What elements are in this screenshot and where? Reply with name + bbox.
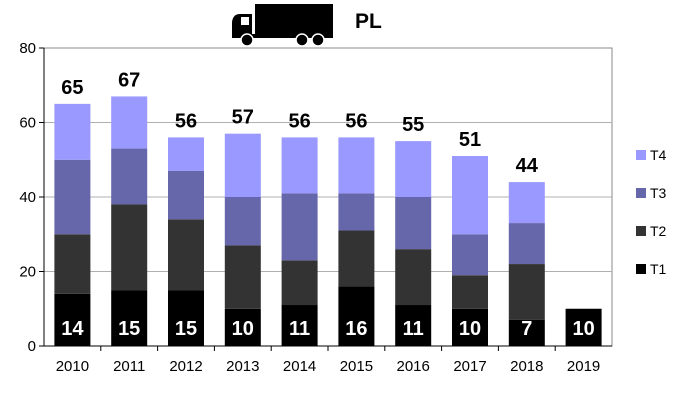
y-tick-label: 0 [28,338,36,355]
legend-swatch-t2 [636,226,646,236]
total-label: 57 [232,107,254,129]
bar-segment-t4 [452,156,488,235]
segment-label-t1: 15 [175,318,197,340]
segment-label-t1: 11 [403,318,424,340]
bar-segment-t2 [168,219,204,291]
y-tick-label: 40 [19,189,36,206]
bar-segment-t3 [281,193,318,261]
bar-segment-t1 [565,308,602,346]
bar-segment-t2 [338,230,375,287]
segment-label-t1: 7 [521,318,532,340]
total-label: 65 [61,77,83,99]
bar-segment-t4 [224,133,261,197]
segment-label-t1: 11 [289,318,310,340]
bar-segment-t2 [224,245,261,309]
bar-segment-t2 [281,260,318,306]
bar-segment-t4 [395,141,432,197]
bar-segment-t4 [281,137,318,194]
total-label: 56 [288,110,310,132]
bar-segment-t1 [54,293,91,346]
bar-segment-t1 [338,286,375,346]
total-label: 67 [118,69,140,91]
segment-label-t1: 16 [345,318,367,340]
bar-segment-t1 [111,290,148,346]
bar-segment-t1 [395,305,432,346]
segment-label-t1: 10 [572,318,594,340]
x-tick-label: 2017 [453,358,486,375]
bar-segment-t3 [168,170,204,220]
bar-segment-t2 [111,204,148,291]
x-tick-label: 2016 [397,358,430,375]
legend-label-t2: T2 [650,223,667,239]
legend-swatch-t4 [636,150,646,160]
bar-segment-t3 [224,197,261,246]
x-tick-label: 2012 [169,358,202,375]
total-label: 55 [402,114,424,136]
bar-segment-t1 [224,308,261,346]
y-tick-label: 80 [19,40,36,57]
y-tick-label: 20 [19,264,36,281]
bar-segment-t1 [168,290,204,346]
bar-segment-t4 [111,96,148,149]
legend-swatch-t1 [636,264,646,274]
bar-segment-t4 [508,182,545,224]
y-tick-label: 60 [19,115,36,132]
bar-segment-t2 [395,249,432,306]
truck-icon [232,4,333,47]
axes: 0 20 40 60 80 2010 2011 2012 2013 2014 2015 2016 201… [19,40,612,375]
x-tick-label: 2011 [113,358,145,375]
x-tick-label: 2018 [510,358,543,375]
total-label: 56 [345,110,367,132]
segment-label-t1: 15 [118,318,140,340]
data-labels: 65 14 67 15 56 15 57 10 56 11 56 16 55 11 51 10 44 7 10 [61,69,594,340]
x-tick-label: 2010 [56,358,89,375]
bar-segment-t2 [452,275,488,309]
total-label: 51 [459,129,481,151]
total-label: 56 [175,110,197,132]
chart-title: PL [355,10,382,33]
bar-segment-t2 [54,234,91,294]
legend-label-t1: T1 [650,261,667,277]
legend-label-t3: T3 [650,185,667,201]
bar-segment-t3 [338,193,375,231]
legend-label-t4: T4 [650,147,667,163]
bars [54,96,602,346]
segment-label-t1: 10 [232,318,254,340]
legend-swatch-t3 [636,188,646,198]
x-tick-label: 2019 [567,358,600,375]
bar-segment-t2 [508,264,545,320]
legend: T4 T3 T2 T1 [636,147,667,277]
bar-segment-t1 [281,305,318,346]
bar-segment-t3 [395,197,432,250]
segment-label-t1: 14 [61,318,84,340]
bar-segment-t4 [54,103,91,160]
x-tick-label: 2014 [283,358,316,375]
bar-segment-t3 [54,159,91,235]
bar-segment-t4 [338,137,375,194]
total-label: 44 [516,155,539,177]
bar-segment-t1 [452,308,488,346]
bar-segment-t4 [168,137,204,171]
bar-segment-t1 [508,319,545,346]
segment-label-t1: 10 [459,318,481,340]
bar-segment-t3 [111,148,148,205]
x-tick-label: 2013 [226,358,259,375]
x-tick-label: 2015 [340,358,373,375]
bar-segment-t3 [508,223,545,265]
bar-segment-t3 [452,234,488,276]
